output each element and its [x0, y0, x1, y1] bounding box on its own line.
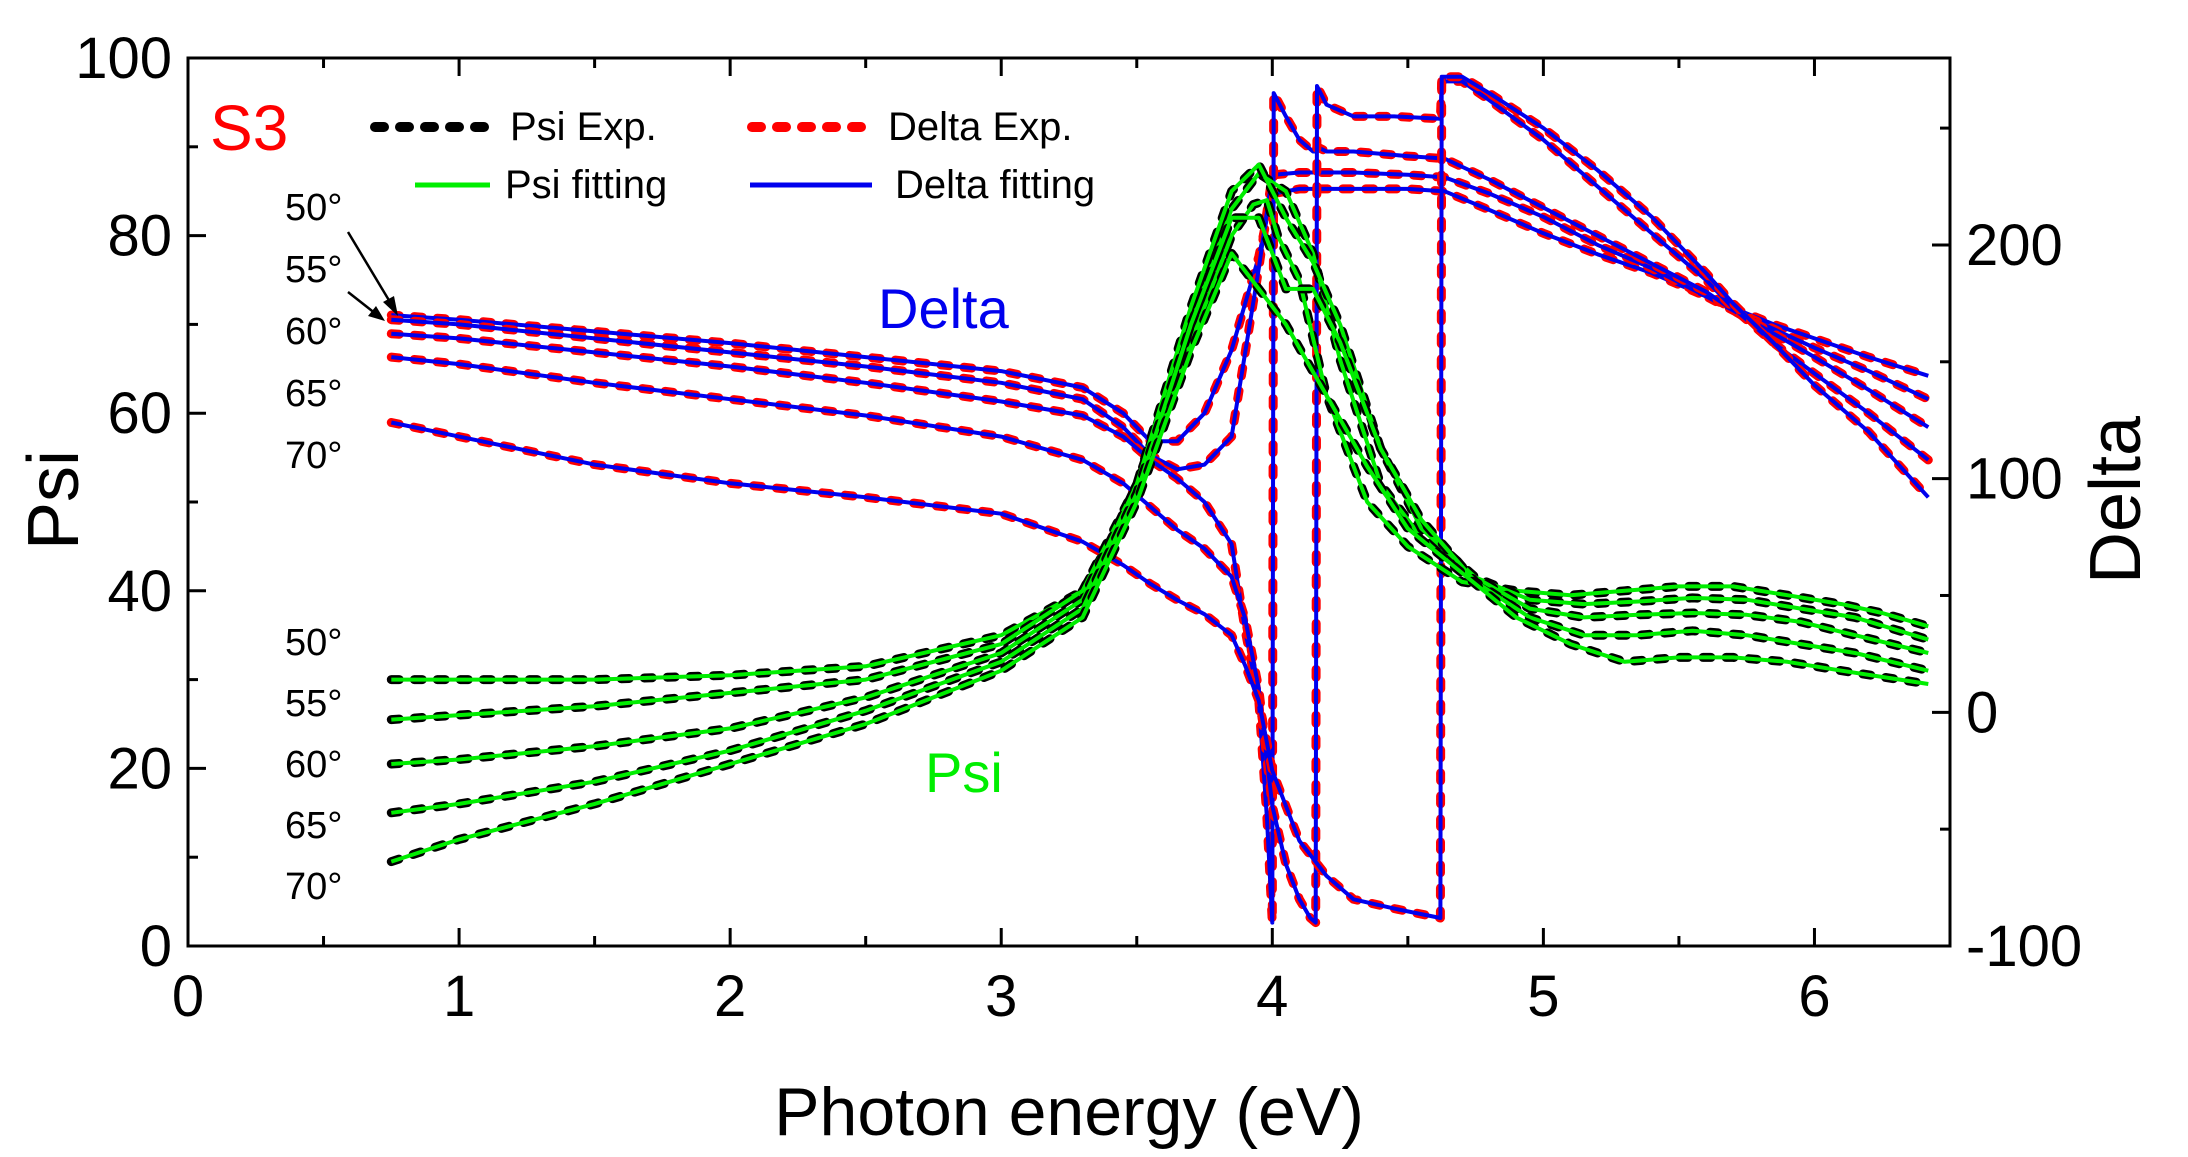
sample-label: S3	[210, 92, 288, 164]
angle-arrows	[346, 231, 398, 321]
psi-angle-65: 65°	[285, 805, 342, 847]
psi-angle-55: 55°	[285, 683, 342, 725]
delta-angle-65: 65°	[285, 373, 342, 415]
y-tick-label-100: 100	[75, 26, 172, 91]
y2-tick-label-0: 0	[1966, 680, 1998, 745]
y-tick-label-60: 60	[107, 381, 172, 446]
legend-label-delta-exp: Delta Exp.	[888, 105, 1073, 149]
x-tick-label-5: 5	[1527, 964, 1559, 1029]
y-tick-label-40: 40	[107, 559, 172, 624]
y-tick-label-80: 80	[107, 204, 172, 269]
legend-label-psi-exp: Psi Exp.	[510, 105, 657, 149]
psi-angle-70: 70°	[285, 866, 342, 908]
delta-fit-series-4	[390, 74, 1930, 920]
psi-annotation: Psi	[925, 741, 1003, 804]
y2-axis-label: Delta	[2076, 415, 2156, 584]
y-axis-label: Psi	[14, 450, 94, 550]
x-tick-label-2: 2	[714, 964, 746, 1029]
delta-fit-series-3	[391, 79, 1930, 925]
x-tick-label-4: 4	[1256, 964, 1288, 1029]
delta-angle-labels: 50° 55° 60° 65° 70°	[285, 187, 342, 477]
arrow-50-line	[346, 231, 395, 308]
psi-fit-series-2	[391, 162, 1929, 766]
psi-fit-series-3	[391, 215, 1929, 815]
arrow-50-head	[383, 296, 398, 316]
y-tick-label-20: 20	[107, 736, 172, 801]
y-axis-right: -100 0 100 200	[1932, 126, 2082, 979]
x-tick-label-1: 1	[443, 964, 475, 1029]
psi-fit-series-0	[391, 198, 1929, 682]
x-axis-label: Photon energy (eV)	[774, 1074, 1364, 1150]
delta-fit-series-2	[391, 91, 1930, 925]
y-axis-left: 0 20 40 60 80 100	[75, 26, 206, 979]
x-tick-label-0: 0	[172, 964, 204, 1029]
legend: Psi Exp. Delta Exp. Psi fitting Delta fi…	[370, 105, 1095, 207]
x-tick-label-6: 6	[1798, 964, 1830, 1029]
delta-angle-50: 50°	[285, 187, 342, 229]
arrow-55-line	[347, 291, 377, 315]
delta-series-group	[386, 72, 1933, 928]
psi-series-group	[386, 160, 1933, 867]
delta-angle-55: 55°	[285, 249, 342, 291]
legend-label-psi-fit: Psi fitting	[505, 163, 667, 207]
x-tick-label-3: 3	[985, 964, 1017, 1029]
arrow-55-head	[368, 306, 385, 321]
psi-fit-series-1	[391, 171, 1929, 722]
delta-angle-70: 70°	[285, 435, 342, 477]
delta-angle-60: 60°	[285, 311, 342, 353]
y2-tick-label-200: 200	[1966, 213, 2063, 278]
psi-fit-series-4	[390, 251, 1929, 864]
delta-annotation: Delta	[878, 277, 1010, 340]
delta-fit-series-1	[391, 170, 1930, 472]
y2-tick-label-100: 100	[1966, 447, 2063, 512]
y2-tick-label--100: -100	[1966, 914, 2082, 979]
y-tick-label-0: 0	[140, 914, 172, 979]
psi-angle-50: 50°	[285, 622, 342, 664]
legend-label-delta-fit: Delta fitting	[895, 163, 1095, 207]
x-axis: 0 1 2 3 4 5 6	[172, 58, 1952, 1029]
psi-angle-60: 60°	[285, 744, 342, 786]
psi-angle-labels: 50° 55° 60° 65° 70°	[285, 622, 342, 908]
